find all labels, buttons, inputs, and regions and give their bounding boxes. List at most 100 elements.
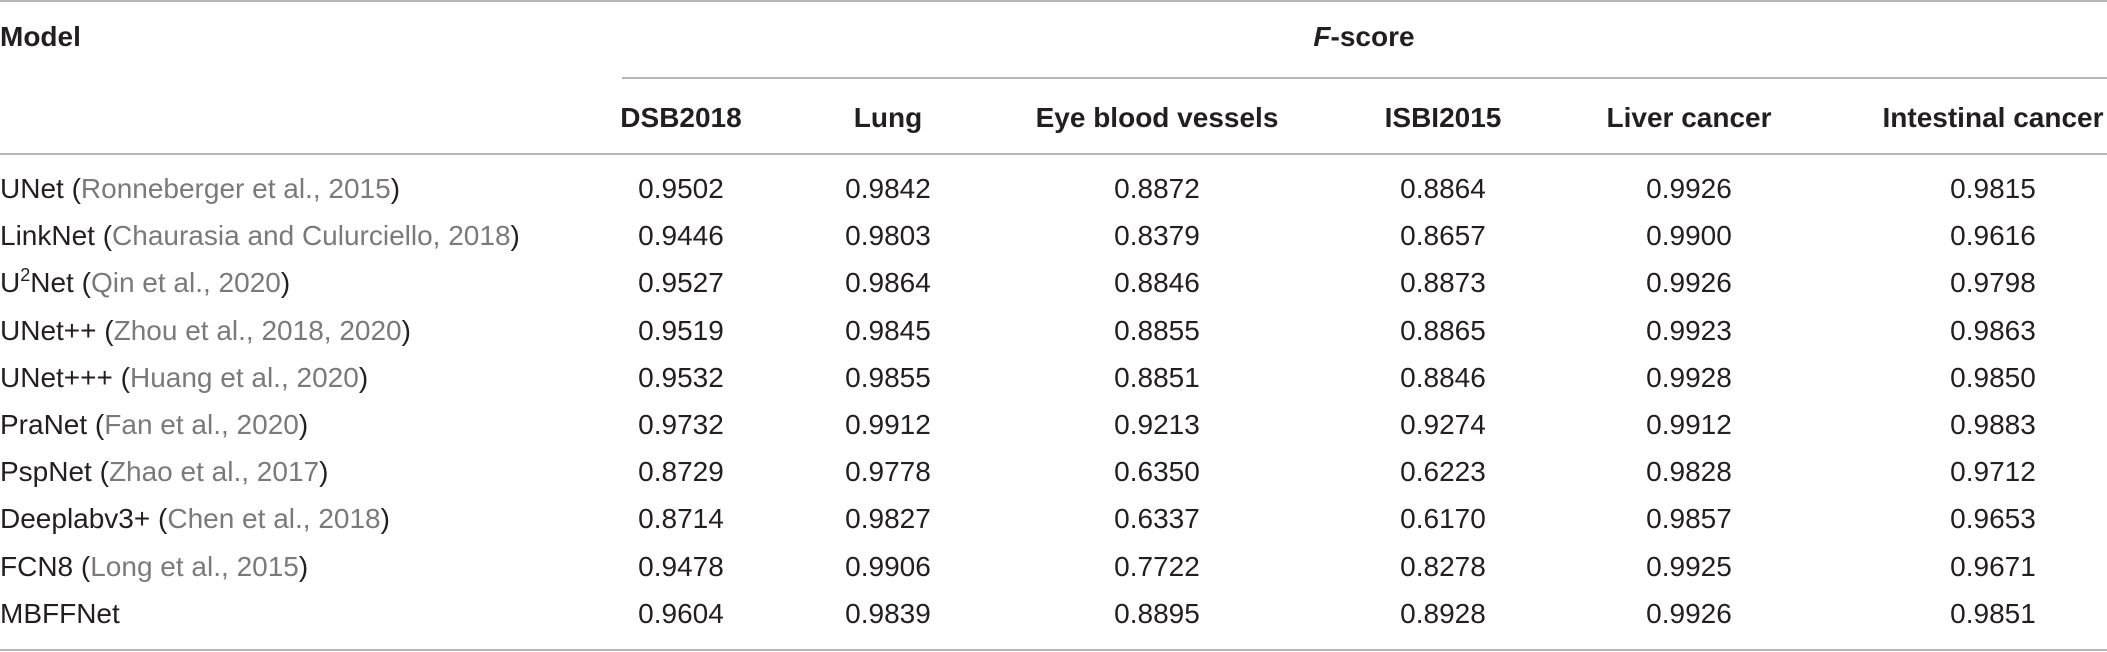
score-cell: 0.9863 [1950,315,2036,346]
score-cell: 0.9926 [1646,173,1732,204]
score-cell: 0.8872 [1114,173,1200,204]
score-cell: 0.9274 [1400,409,1486,440]
citation-link[interactable]: Ronneberger et al., 2015 [80,173,391,204]
score-cell: 0.8928 [1400,598,1486,629]
score-cell: 0.8855 [1114,315,1200,346]
column-header-isbi2015: ISBI2015 [1384,102,1502,133]
score-cell: 0.8846 [1400,362,1486,393]
score-cell: 0.9532 [638,362,724,393]
model-name: U [0,267,21,298]
score-cell: 0.9778 [845,456,931,487]
score-cell: 0.9712 [1950,456,2036,487]
citation-link[interactable]: Long et al., 2015 [90,551,299,582]
model-cell: U2Net (Qin et al., 2020) [0,264,291,298]
score-cell: 0.9926 [1646,267,1732,298]
score-cell: 0.9842 [845,173,931,204]
score-cell: 0.9827 [845,503,931,534]
score-cell: 0.9213 [1114,409,1200,440]
score-cell: 0.9798 [1950,267,2036,298]
score-cell: 0.9671 [1950,551,2036,582]
citation-link[interactable]: Zhou et al., 2018, 2020 [113,315,402,346]
model-name: UNet++ [0,315,97,346]
model-name: UNet [0,173,64,204]
model-name: Deeplabv3+ [0,503,151,534]
model-cell: PraNet (Fan et al., 2020) [0,409,309,440]
model-name-superscript: 2 [20,264,31,285]
fscore-group-header: F-score [1313,19,1414,55]
model-cell: PspNet (Zhao et al., 2017) [0,456,329,487]
model-name-suffix: Net [30,267,74,298]
score-cell: 0.9926 [1646,598,1732,629]
score-cell: 0.9925 [1646,551,1732,582]
fscore-italic-f: F [1313,21,1331,52]
model-cell: FCN8 (Long et al., 2015) [0,551,309,582]
column-header-liver-cancer: Liver cancer [1606,102,1772,133]
score-cell: 0.8851 [1114,362,1200,393]
model-name: MBFFNet [0,598,120,629]
model-column-header: Model [0,21,81,52]
score-cell: 0.9864 [845,267,931,298]
score-cell: 0.9478 [638,551,724,582]
score-cell: 0.6337 [1114,503,1200,534]
score-cell: 0.9923 [1646,315,1732,346]
score-cell: 0.9604 [638,598,724,629]
score-cell: 0.9828 [1646,456,1732,487]
model-name: LinkNet [0,220,95,251]
score-cell: 0.9732 [638,409,724,440]
score-cell: 0.8729 [638,456,724,487]
model-cell: Deeplabv3+ (Chen et al., 2018) [0,503,390,534]
score-cell: 0.9519 [638,315,724,346]
score-cell: 0.9900 [1646,220,1732,251]
score-cell: 0.9527 [638,267,724,298]
top-rule [0,0,2107,2]
citation-link[interactable]: Fan et al., 2020 [104,409,299,440]
bottom-rule [0,649,2107,651]
score-cell: 0.9850 [1950,362,2036,393]
score-cell: 0.6350 [1114,456,1200,487]
score-cell: 0.9857 [1646,503,1732,534]
score-cell: 0.7722 [1114,551,1200,582]
citation-link[interactable]: Chen et al., 2018 [167,503,381,534]
score-cell: 0.8379 [1114,220,1200,251]
score-cell: 0.8864 [1400,173,1486,204]
header-bottom-rule [0,153,2107,155]
citation-link[interactable]: Qin et al., 2020 [90,267,281,298]
score-cell: 0.9502 [638,173,724,204]
score-cell: 0.9845 [845,315,931,346]
score-cell: 0.9928 [1646,362,1732,393]
score-cell: 0.9839 [845,598,931,629]
score-cell: 0.8714 [638,503,724,534]
score-cell: 0.9446 [638,220,724,251]
score-cell: 0.8865 [1400,315,1486,346]
score-cell: 0.9883 [1950,409,2036,440]
model-cell: MBFFNet [0,596,120,632]
score-cell: 0.9616 [1950,220,2036,251]
citation-link[interactable]: Zhao et al., 2017 [108,456,320,487]
score-cell: 0.8657 [1400,220,1486,251]
group-underline [622,77,2107,79]
score-cell: 0.9912 [845,409,931,440]
model-cell: UNet++ (Zhou et al., 2018, 2020) [0,315,411,346]
model-cell: UNet (Ronneberger et al., 2015) [0,173,401,204]
score-cell: 0.9815 [1950,173,2036,204]
column-header-dsb2018: DSB2018 [620,102,742,133]
score-cell: 0.6170 [1400,503,1486,534]
score-cell: 0.9912 [1646,409,1732,440]
score-cell: 0.9851 [1950,598,2036,629]
score-cell: 0.9855 [845,362,931,393]
model-name: UNet+++ [0,362,113,393]
citation-link[interactable]: Chaurasia and Culurciello, 2018 [112,220,511,251]
score-cell: 0.9906 [845,551,931,582]
fscore-suffix: -score [1330,21,1415,52]
score-cell: 0.8278 [1400,551,1486,582]
model-name: FCN8 [0,551,74,582]
score-cell: 0.8895 [1114,598,1200,629]
model-cell: UNet+++ (Huang et al., 2020) [0,362,369,393]
model-name: PspNet [0,456,92,487]
score-cell: 0.8846 [1114,267,1200,298]
column-header-lung: Lung [853,102,923,133]
column-header-eye-blood-vessels: Eye blood vessels [1035,102,1279,133]
model-cell: LinkNet (Chaurasia and Culurciello, 2018… [0,220,520,251]
score-cell: 0.9653 [1950,503,2036,534]
citation-link[interactable]: Huang et al., 2020 [129,362,359,393]
